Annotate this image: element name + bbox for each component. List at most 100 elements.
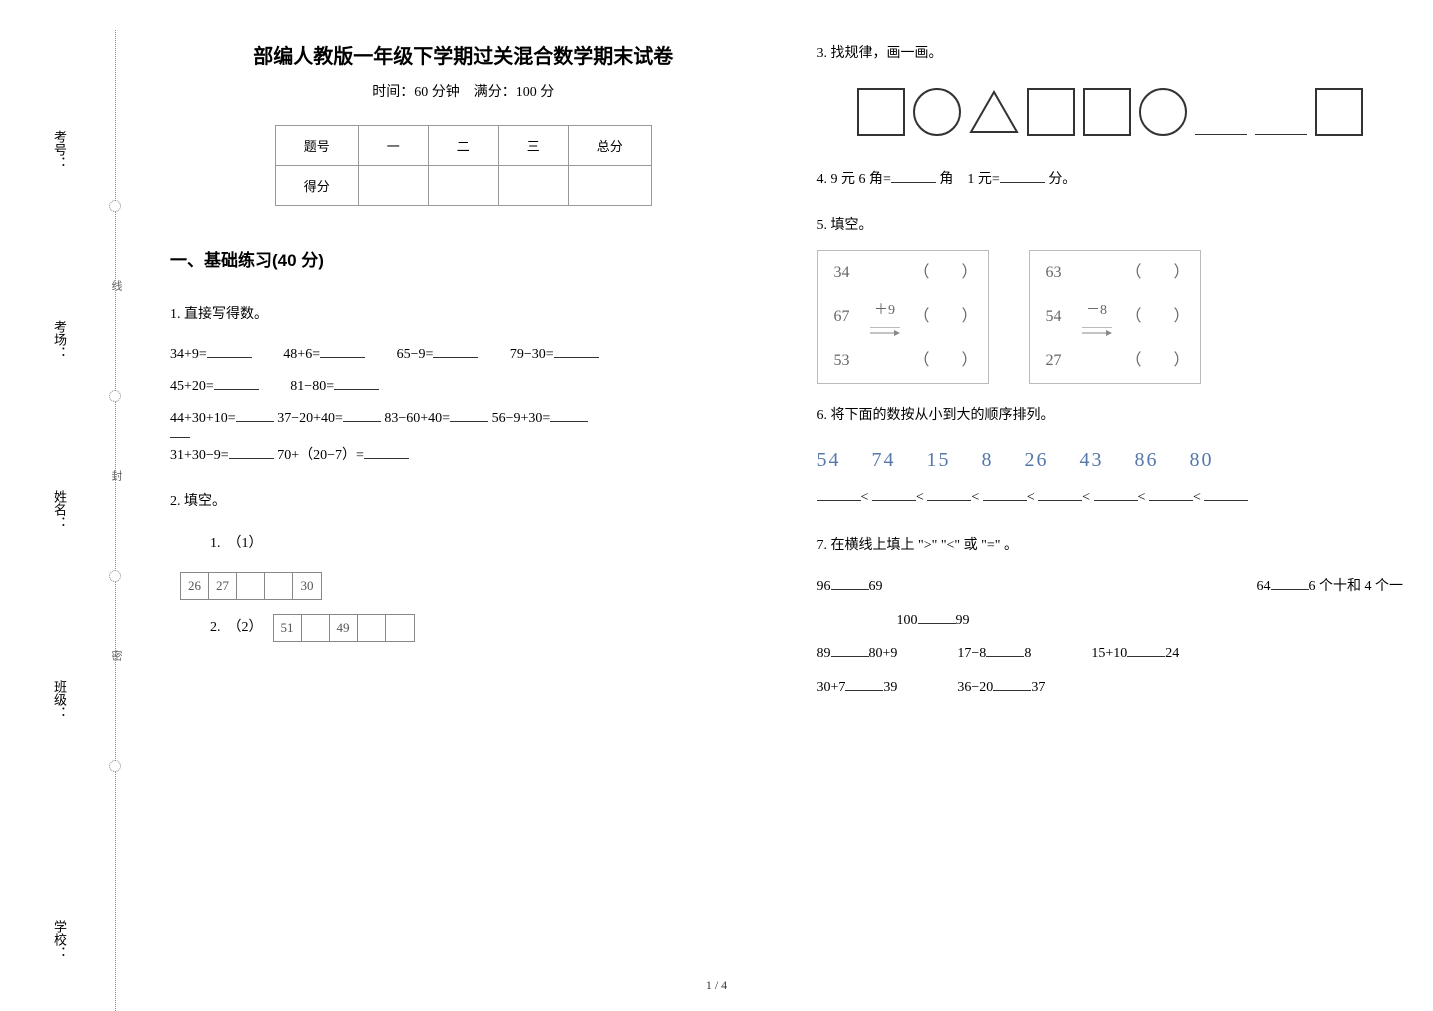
sort-num: 15: [927, 449, 951, 471]
binding-margin: 考号： 考场： 姓名： 班级： 学校： 线 封 密: [0, 0, 140, 1011]
equation: 65−9=: [397, 347, 434, 362]
less-than-sign: <: [916, 490, 924, 505]
cmp-left: 100: [897, 613, 918, 628]
box-cell: 49: [330, 615, 358, 641]
dotted-circle-marker: [109, 200, 121, 212]
box-cell: 26: [181, 573, 209, 599]
question-label: 3. 找规律，画一画。: [817, 40, 1404, 68]
answer-blank: [1204, 485, 1248, 501]
question-label: 2. 填空。: [170, 488, 757, 516]
dotted-circle-marker: [109, 760, 121, 772]
cmp-left: 30+7: [817, 680, 846, 695]
question-label: 6. 将下面的数按从小到大的顺序排列。: [817, 402, 1404, 430]
compare-item: 9669: [817, 570, 883, 604]
compare-item: 17−88: [957, 637, 1031, 671]
cmp-right: 80+9: [869, 646, 898, 661]
arrow-num: 54: [1030, 295, 1078, 339]
equation: 44+30+10=: [170, 411, 236, 426]
dotted-circle-marker: [109, 570, 121, 582]
less-than-sign: <: [1027, 490, 1035, 505]
cmp-right: 6 个十和 4 个一: [1309, 579, 1404, 594]
arrow-num: 67: [818, 295, 866, 339]
shape-answer-blank: [1255, 89, 1307, 135]
compare-item: 8980+9: [817, 637, 898, 671]
page-number: 1 / 4: [706, 978, 727, 993]
less-than-sign: <: [861, 490, 869, 505]
score-cell: [428, 166, 498, 206]
compare-item: 36−2037: [957, 671, 1045, 705]
score-cell: [568, 166, 651, 206]
question-1: 1. 直接写得数。 34+9= 48+6= 65−9= 79−30= 45+20…: [170, 301, 757, 470]
arrow-operation: ＋9: [870, 297, 900, 328]
sealing-line-text: 密: [108, 650, 124, 671]
arrow-num: 53: [818, 339, 866, 383]
answer-blank: [554, 342, 599, 358]
less-than-sign: <: [1082, 490, 1090, 505]
equation: 45+20=: [170, 379, 214, 394]
triangle-shape: [969, 90, 1019, 134]
less-than-sign: <: [1193, 490, 1201, 505]
circle-shape: [913, 88, 961, 136]
number-sequence-boxes: 26 27 30: [180, 572, 322, 600]
cmp-right: 99: [956, 613, 970, 628]
sealing-line-text: 线: [108, 280, 124, 301]
box-cell: [386, 615, 414, 641]
question-3: 3. 找规律，画一画。: [817, 40, 1404, 136]
equation: 48+6=: [283, 347, 320, 362]
question-2: 2. 填空。 1. （1） 26 27 30 2. （2）: [170, 488, 757, 642]
box-cell: 27: [209, 573, 237, 599]
equation: 56−9+30=: [492, 411, 551, 426]
compare-item: 100 99: [817, 604, 970, 638]
box-cell: [237, 573, 265, 599]
answer-blank: [993, 675, 1031, 691]
score-header: 题号: [275, 126, 358, 166]
compare-item: 30+739: [817, 671, 898, 705]
cmp-left: 96: [817, 579, 831, 594]
q4-text: 4. 9 元 6 角=: [817, 172, 891, 187]
arrow-icon: [870, 328, 900, 338]
arrow-icon: [1082, 328, 1112, 338]
shape-answer-blank: [1195, 89, 1247, 135]
circle-shape: [1139, 88, 1187, 136]
question-label: 1. 直接写得数。: [170, 301, 757, 329]
box-cell: [358, 615, 386, 641]
sort-num: 86: [1135, 449, 1159, 471]
answer-blank: [1038, 485, 1082, 501]
answer-blank: [845, 675, 883, 691]
answer-blank: [1000, 167, 1045, 183]
exam-title: 部编人教版一年级下学期过关混合数学期末试卷: [170, 40, 757, 69]
arrow-num: 34: [818, 251, 866, 295]
sealing-dotted-line: [115, 30, 116, 1011]
question-7: 7. 在横线上填上 ">" "<" 或 "=" 。 9669 646 个十和 4…: [817, 532, 1404, 704]
square-shape: [1083, 88, 1131, 136]
label-name: 姓名：: [50, 490, 69, 529]
arrow-diagram-left: 34 67 53 ＋9 （ ） （ ） （ ）: [817, 250, 989, 384]
less-than-sign: <: [1138, 490, 1146, 505]
answer-blank: [831, 574, 869, 590]
shape-pattern-row: [817, 88, 1404, 136]
answer-blank: [334, 374, 379, 390]
paren-blank: （ ）: [1116, 295, 1200, 339]
answer-blank: [214, 374, 259, 390]
answer-blank: [983, 485, 1027, 501]
square-shape: [1027, 88, 1075, 136]
q4-text: 角 1 元=: [939, 172, 999, 187]
cmp-left: 15+10: [1091, 646, 1127, 661]
section-heading: 一、基础练习(40 分): [170, 246, 757, 271]
q4-text: 分。: [1048, 172, 1076, 187]
score-header: 二: [428, 126, 498, 166]
arrow-diagram-right: 63 54 27 －8 （ ） （ ） （ ）: [1029, 250, 1201, 384]
compare-item: 646 个十和 4 个一: [1257, 570, 1404, 604]
question-label: 5. 填空。: [817, 212, 1404, 240]
answer-blank: [236, 406, 274, 422]
sealing-line-text: 封: [108, 470, 124, 491]
equation: 81−80=: [290, 379, 334, 394]
answer-blank: [207, 342, 252, 358]
sub-label: 1. （1）: [210, 536, 263, 551]
question-4: 4. 9 元 6 角= 角 1 元= 分。: [817, 166, 1404, 194]
sort-number-list: 54 74 15 8 26 43 86 80: [817, 440, 1404, 480]
cmp-right: 8: [1024, 646, 1031, 661]
compare-item: 15+1024: [1091, 637, 1179, 671]
answer-blank: [433, 342, 478, 358]
score-header: 三: [498, 126, 568, 166]
